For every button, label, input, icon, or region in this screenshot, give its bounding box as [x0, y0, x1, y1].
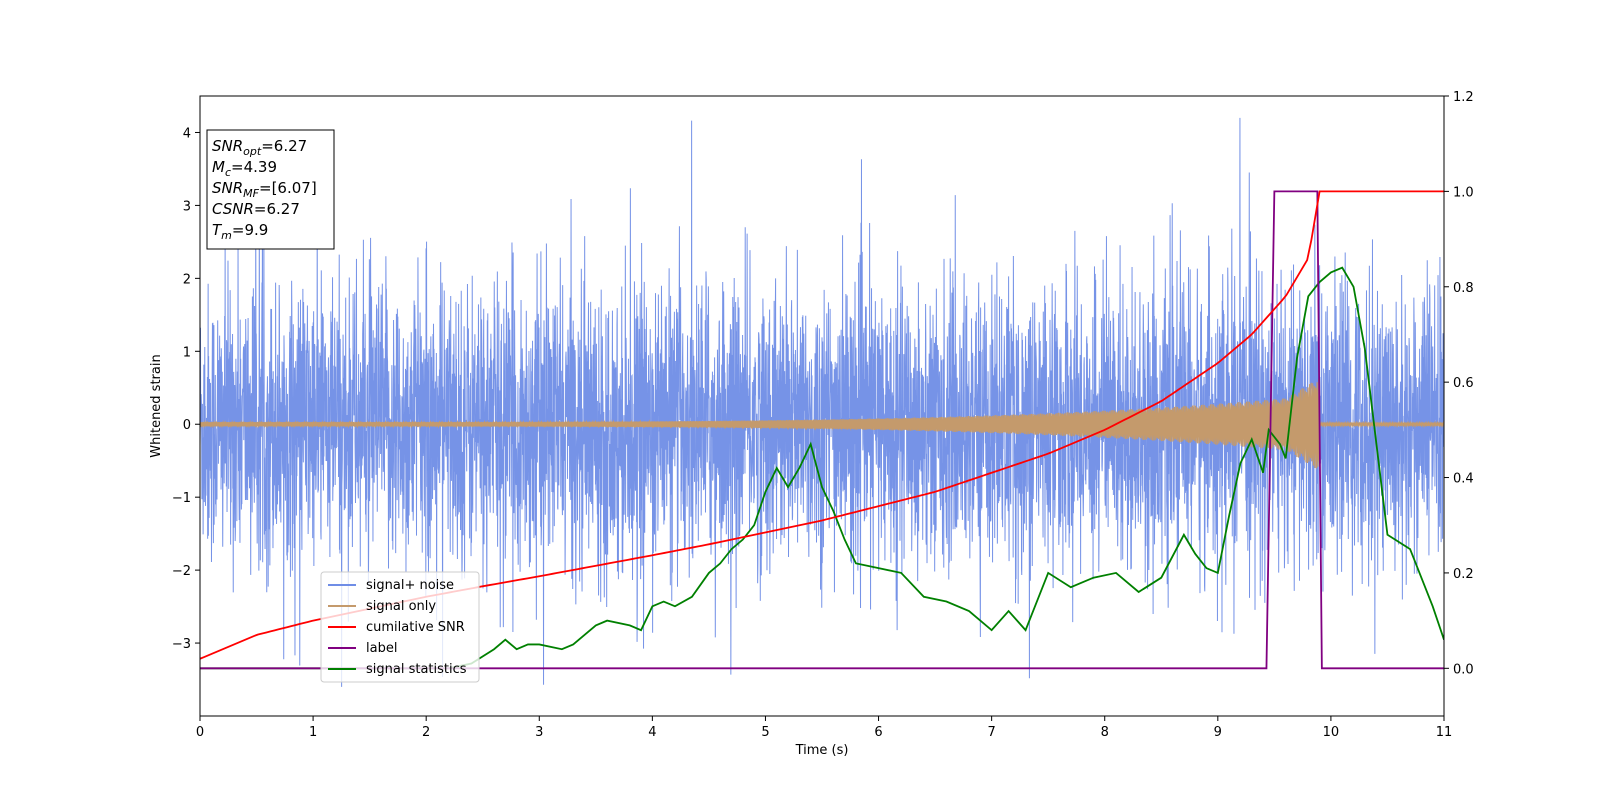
- y-tick-label-left: 3: [183, 199, 191, 214]
- y-axis-left: −3 −2 −1 0 1 2 3 4: [172, 126, 200, 652]
- x-tick-label: 7: [987, 725, 995, 740]
- y-tick-label-left: 0: [183, 418, 191, 433]
- y-tick-label-right: 0.6: [1453, 376, 1474, 391]
- x-tick-label: 3: [535, 725, 543, 740]
- y-tick-label-left: 4: [183, 126, 191, 141]
- series-signal-statistics: [200, 266, 1444, 670]
- legend-label: signal+ noise: [366, 578, 454, 593]
- y-tick-label-right: 0.2: [1453, 567, 1474, 582]
- series-signal-only: [200, 378, 1444, 469]
- y-tick-label-right: 0.4: [1453, 472, 1474, 487]
- y-tick-label-right: 0.8: [1453, 281, 1474, 296]
- x-tick-label: 2: [422, 725, 430, 740]
- y-axis-right: 0.0 0.2 0.4 0.6 0.8 1.0 1.2: [1444, 90, 1474, 677]
- legend-label: cumilative SNR: [366, 620, 465, 635]
- x-tick-label: 4: [648, 725, 656, 740]
- y-tick-label-left: −2: [172, 564, 191, 579]
- x-axis: 0 1 2 3 4 5 6 7 8 9 10 11: [196, 716, 1452, 740]
- x-axis-label: Time (s): [795, 743, 849, 758]
- annotation-line: CSNR=6.27: [212, 200, 300, 218]
- y-tick-label-right: 0.0: [1453, 662, 1474, 677]
- x-tick-label: 11: [1436, 725, 1453, 740]
- legend-label: label: [366, 641, 397, 656]
- legend-label: signal only: [366, 599, 436, 614]
- x-tick-label: 5: [761, 725, 769, 740]
- x-tick-label: 10: [1323, 725, 1340, 740]
- y-tick-label-left: −3: [172, 637, 191, 652]
- y-tick-label-left: −1: [172, 491, 191, 506]
- annotation-line: SNRMF=[6.07]: [212, 179, 317, 200]
- series-signal-noise: [200, 117, 1444, 687]
- x-tick-label: 6: [874, 725, 882, 740]
- y-axis-label: Whitened strain: [149, 354, 164, 457]
- x-tick-label: 8: [1101, 725, 1109, 740]
- series-label: [200, 190, 1444, 670]
- y-tick-label-left: 2: [183, 272, 191, 287]
- x-tick-label: 9: [1214, 725, 1222, 740]
- y-tick-label-right: 1.2: [1453, 90, 1474, 105]
- x-tick-label: 0: [196, 725, 204, 740]
- annotation-line: Tm=9.9: [212, 221, 268, 242]
- x-tick-label: 1: [309, 725, 317, 740]
- legend: signal+ noise signal only cumilative SNR la…: [320, 571, 480, 683]
- annotation-line: SNRopt=6.27: [212, 137, 307, 158]
- annotation-line: Mc=4.39: [212, 158, 277, 179]
- y-tick-label-left: 1: [183, 345, 191, 360]
- plot-frame: [199, 95, 1445, 717]
- y-tick-label-right: 1.0: [1453, 185, 1474, 200]
- legend-label: signal statistics: [366, 662, 467, 677]
